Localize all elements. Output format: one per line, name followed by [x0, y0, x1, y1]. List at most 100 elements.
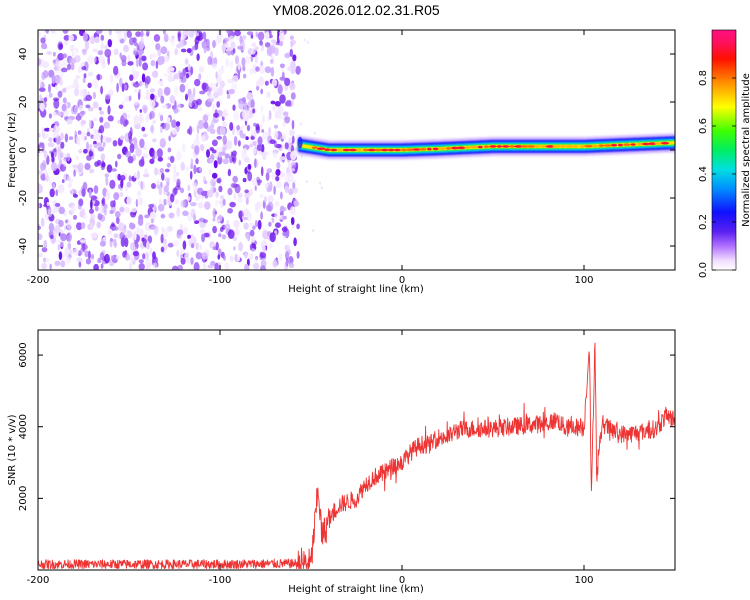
- spectrogram-noise-cell: [99, 110, 104, 115]
- spectrogram-noise-cell: [130, 251, 133, 262]
- spectrogram-noise-cell: [286, 172, 290, 177]
- spectrogram-noise-cell: [185, 73, 190, 79]
- spectrogram-noise-cell: [215, 71, 218, 79]
- spectrogram-noise-cell: [60, 67, 68, 73]
- spectrogram-noise-cell: [199, 143, 205, 151]
- spectrogram-noise-cell: [135, 58, 139, 68]
- signal-band-peak: [579, 145, 585, 148]
- spectrogram-noise-cell: [256, 144, 262, 152]
- spectrogram-noise-cell: [227, 168, 232, 177]
- spectrogram-noise-cell: [154, 167, 159, 176]
- spectrogram-noise-cell: [274, 200, 280, 207]
- spectrogram-noise-cell: [227, 229, 235, 239]
- spectrogram-noise-cell: [247, 171, 253, 182]
- spectrogram-noise-cell: [167, 74, 174, 83]
- spectrogram-noise-cell: [191, 144, 195, 150]
- spectrogram-noise-cell: [77, 67, 81, 74]
- spectrogram-noise-cell: [47, 208, 53, 218]
- spectrogram-noise-cell: [260, 46, 264, 52]
- spectrogram-noise-cell: [41, 247, 48, 253]
- spectrogram-noise-cell: [196, 32, 199, 37]
- spectrogram-y-tick-label: 20: [18, 96, 29, 109]
- spectrogram-noise-cell: [70, 189, 74, 196]
- spectrogram-noise-cell: [100, 85, 103, 95]
- spectrogram-noise-cell: [66, 219, 72, 230]
- spectrogram-noise-cell: [215, 218, 221, 223]
- spectrogram-noise-cell: [88, 107, 94, 112]
- spectrogram-noise-cell: [157, 80, 163, 85]
- spectrogram-noise-cell: [38, 132, 41, 138]
- spectrogram-noise-cell: [161, 104, 168, 109]
- spectrogram-noise-cell: [82, 49, 87, 56]
- spectrogram-noise-cell: [293, 237, 297, 247]
- spectrogram-noise-cell: [255, 256, 258, 264]
- spectrogram-noise-cell: [174, 100, 177, 109]
- spectrogram-noise-cell: [172, 173, 178, 183]
- spectrogram-noise-cell: [104, 48, 112, 58]
- spectrogram-noise-cell: [55, 189, 58, 197]
- spectrogram-noise-cell: [227, 187, 233, 196]
- spectrogram-noise-cell: [244, 252, 248, 259]
- spectrogram-noise-cell: [143, 106, 148, 114]
- spectrogram-noise-cell: [209, 82, 216, 89]
- spectrogram-noise-cell: [100, 42, 104, 51]
- signal-band-peak: [534, 145, 541, 148]
- spectrogram-noise-cell: [320, 186, 323, 190]
- spectrogram-noise-cell: [266, 46, 273, 56]
- spectrogram-noise-cell: [285, 99, 292, 106]
- spectrogram-noise-cell: [163, 33, 169, 43]
- spectrogram-noise-cell: [196, 53, 200, 61]
- spectrogram-noise-cell: [232, 175, 238, 183]
- spectrogram-noise-cell: [149, 88, 156, 93]
- spectrogram-noise-cell: [164, 168, 170, 173]
- spectrogram-noise-cell: [73, 214, 77, 220]
- spectrogram-noise-cell: [94, 161, 100, 167]
- spectrogram-noise-cell: [114, 211, 121, 218]
- spectrogram-noise-cell: [250, 98, 255, 109]
- spectrogram-noise-cell: [181, 142, 186, 153]
- spectrogram-noise-cell: [126, 196, 132, 206]
- spectrogram-noise-cell: [282, 231, 287, 237]
- spectrogram-noise-cell: [180, 75, 187, 83]
- spectrogram-noise-cell: [182, 68, 187, 77]
- spectrogram-noise-cell: [105, 176, 109, 186]
- spectrogram-noise-cell: [130, 208, 137, 213]
- spectrogram-noise-cell: [197, 119, 205, 130]
- spectrogram-noise-cell: [84, 136, 87, 141]
- spectrogram-noise-cell: [216, 35, 222, 44]
- spectrogram-noise-cell: [195, 133, 199, 142]
- spectrogram-noise-cell: [74, 82, 80, 90]
- spectrogram-noise-cell: [112, 140, 118, 147]
- spectrogram-noise-cell: [233, 246, 236, 251]
- spectrogram-noise-cell: [160, 126, 163, 134]
- spectrogram-noise-cell: [180, 199, 186, 208]
- signal-band-peak: [489, 145, 497, 148]
- spectrogram-noise-cell: [211, 63, 218, 69]
- spectrogram-noise-cell: [117, 173, 121, 181]
- spectrogram-noise-cell: [96, 221, 101, 229]
- spectrogram-y-tick-label: -40: [18, 238, 29, 254]
- signal-band-peak: [514, 145, 523, 148]
- spectrogram-noise-cell: [82, 32, 88, 42]
- spectrogram-noise-cell: [217, 155, 223, 165]
- spectrogram-noise-cell: [93, 185, 99, 194]
- spectrogram-noise-cell: [252, 108, 256, 114]
- spectrogram-noise-cell: [134, 100, 139, 106]
- spectrogram-noise-cell: [78, 104, 84, 112]
- spectrogram-noise-cell: [249, 68, 254, 75]
- spectrogram-y-axis-title: Frequency (Hz): [7, 112, 18, 188]
- spectrogram-noise-cell: [96, 30, 103, 34]
- spectrogram-noise-cell: [217, 254, 221, 260]
- spectrogram-noise-cell: [76, 155, 79, 161]
- signal-band-peak: [362, 148, 369, 152]
- spectrogram-noise-cell: [184, 165, 190, 172]
- spectrogram-noise-cell: [86, 131, 91, 137]
- spectrogram-noise-cell: [264, 66, 272, 74]
- spectrogram-noise-cell: [138, 159, 145, 167]
- spectrogram-noise-cell: [49, 234, 54, 239]
- spectrogram-noise-cell: [273, 185, 276, 195]
- spectrogram-noise-cell: [257, 181, 261, 186]
- spectrogram-noise-cell: [81, 66, 87, 71]
- spectrogram-noise-cell: [70, 204, 76, 214]
- spectrogram-noise-cell: [228, 88, 236, 95]
